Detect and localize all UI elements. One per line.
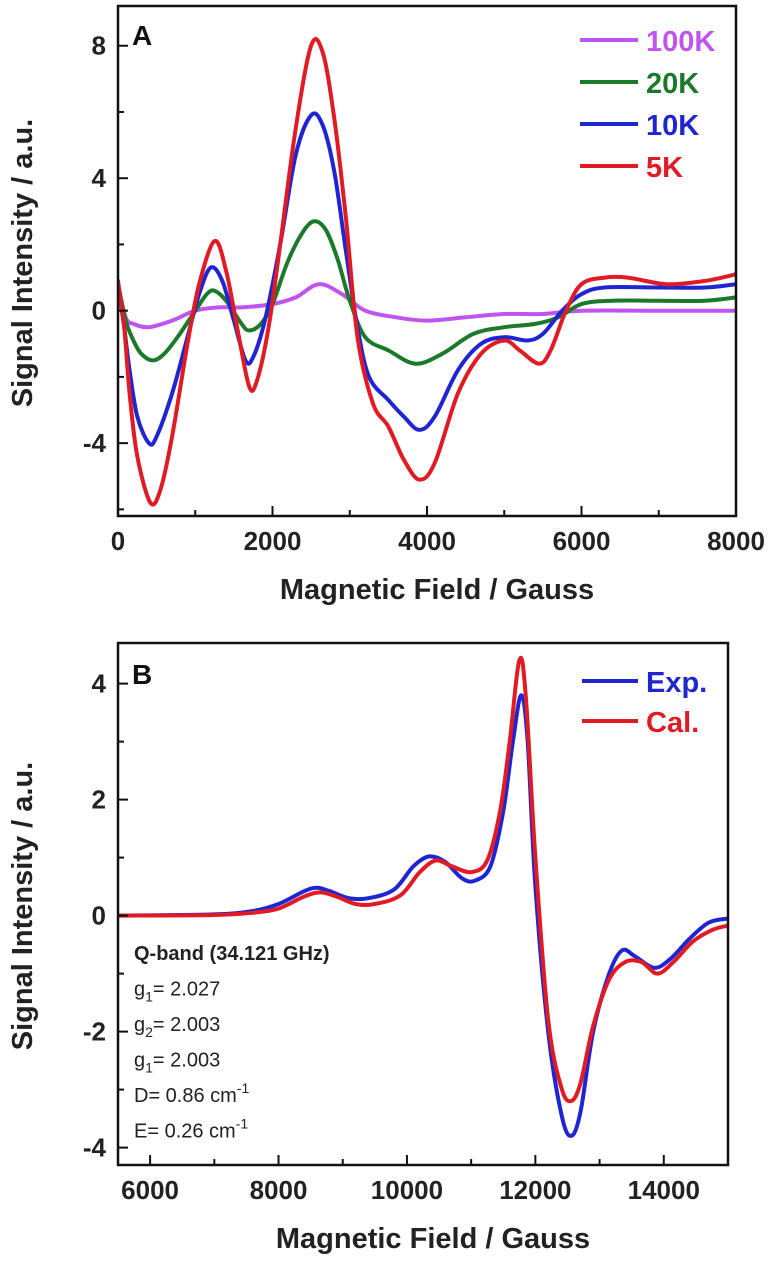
series-line-20k <box>118 219 736 366</box>
series-line-100k <box>118 282 736 330</box>
x-tick-label: 8000 <box>707 526 765 556</box>
legend-label: 5K <box>646 152 683 184</box>
annotation-line: D= 0.86 cm-1 <box>134 1080 249 1107</box>
series-line-exp <box>118 693 728 1138</box>
x-axis-title: Magnetic Field / Gauss <box>276 1223 590 1255</box>
x-tick-label: 4000 <box>398 526 456 556</box>
y-tick-label: -4 <box>83 428 107 458</box>
x-tick-label: 2000 <box>244 526 302 556</box>
legend-label: Exp. <box>646 667 707 699</box>
y-tick-label: 0 <box>92 296 106 326</box>
x-tick-label: 6000 <box>121 1175 179 1205</box>
x-axis-title: Magnetic Field / Gauss <box>280 574 594 606</box>
annotation-line: g2= 2.003 <box>134 1014 220 1040</box>
y-tick-label: 4 <box>92 163 107 193</box>
series-line-5k <box>118 37 736 507</box>
x-tick-label: 10000 <box>371 1175 443 1205</box>
legend-label: 20K <box>646 68 699 100</box>
y-axis-title: Signal Intensity / a.u. <box>7 119 39 407</box>
plot-frame <box>116 641 730 1167</box>
annotation-title: Q-band (34.121 GHz) <box>134 943 330 965</box>
y-tick-label: 4 <box>92 669 107 699</box>
legend-label: 100K <box>646 26 715 58</box>
y-tick-label: 0 <box>92 901 106 931</box>
y-tick-label: -4 <box>83 1133 107 1163</box>
series-line-cal <box>118 655 728 1104</box>
series-line-10k <box>118 111 736 447</box>
y-tick-label: -2 <box>83 1017 106 1047</box>
panel-label: B <box>132 659 152 690</box>
x-tick-label: 14000 <box>628 1175 700 1205</box>
legend: Exp. Cal. <box>582 667 707 739</box>
series-group <box>118 37 736 507</box>
legend: 100K 20K 10K 5K <box>580 26 715 184</box>
x-tick-label: 12000 <box>499 1175 571 1205</box>
y-tick-label: 2 <box>92 785 106 815</box>
panel-b: 6000 8000 10000 12000 14000 -4 -2 0 2 4 Magnetic F… <box>7 641 730 1255</box>
annotation-line: E= 0.26 cm-1 <box>134 1116 248 1143</box>
series-group <box>118 655 728 1138</box>
y-tick-label: 8 <box>92 31 106 61</box>
plot-frame <box>116 4 738 518</box>
panel-label: A <box>132 20 152 51</box>
x-tick-label: 0 <box>111 526 125 556</box>
y-axis-title: Signal Intensity / a.u. <box>7 762 39 1050</box>
annotation-line: g1= 2.027 <box>134 979 220 1005</box>
annotation-line: g1= 2.003 <box>134 1050 220 1076</box>
annotation-block: Q-band (34.121 GHz) g1= 2.027 g2= 2.003 g1=… <box>134 943 330 1143</box>
x-tick-label: 8000 <box>250 1175 308 1205</box>
x-tick-label: 6000 <box>553 526 611 556</box>
panel-a: 0 2000 4000 6000 8000 -4 0 4 8 Magnetic Field / G… <box>7 4 765 606</box>
legend-label: 10K <box>646 110 699 142</box>
legend-label: Cal. <box>646 707 699 739</box>
